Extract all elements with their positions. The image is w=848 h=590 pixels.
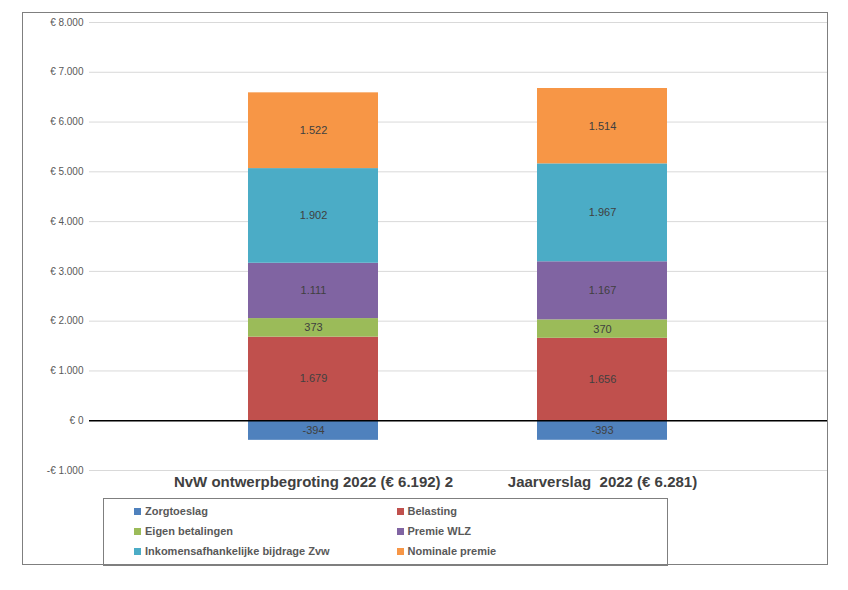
svg-text:1.167: 1.167 [589, 284, 617, 296]
svg-text:1.111: 1.111 [301, 284, 327, 296]
html-text:Inkomensafhankelijke bijdrage: Inkomensafhankelijke bijdrage Zvw [145, 545, 330, 557]
svg-text:-394: -394 [302, 424, 324, 436]
svg-text:-393: -393 [591, 424, 613, 436]
svg-text:1.522: 1.522 [300, 124, 328, 136]
svg-text:373: 373 [304, 321, 322, 333]
html-text:Premie WLZ: Premie WLZ [407, 525, 472, 537]
svg-text:1.656: 1.656 [589, 373, 617, 385]
svg-text:€ 4.000: € 4.000 [50, 216, 84, 227]
svg-text:1.679: 1.679 [300, 372, 328, 384]
html-text:Eigen betalingen: Eigen betalingen [145, 525, 233, 537]
svg-text:€ 0: € 0 [70, 415, 84, 426]
svg-text:-€ 1.000: -€ 1.000 [47, 465, 84, 476]
html-text:Belasting: Belasting [407, 505, 457, 517]
svg-text:€ 6.000: € 6.000 [50, 116, 84, 127]
svg-text:€ 1.000: € 1.000 [50, 365, 84, 376]
svg-text:NvW ontwerpbegroting 2022 (€ 6: NvW ontwerpbegroting 2022 (€ 6.192) 2 [174, 473, 453, 490]
svg-text:370: 370 [593, 323, 611, 335]
html-text:Nominale premie: Nominale premie [407, 545, 497, 557]
svg-text:€ 5.000: € 5.000 [50, 166, 84, 177]
svg-text:€ 3.000: € 3.000 [50, 266, 84, 277]
svg-text:€ 7.000: € 7.000 [50, 66, 84, 77]
svg-text:€ 8.000: € 8.000 [50, 17, 84, 28]
html-text:Zorgtoeslag: Zorgtoeslag [145, 505, 208, 517]
svg-text:1.514: 1.514 [589, 120, 617, 132]
svg-text:Jaarverslag 2022 (€ 6.281): Jaarverslag 2022 (€ 6.281) [508, 473, 697, 490]
svg-text:1.902: 1.902 [300, 209, 328, 221]
svg-text:1.967: 1.967 [589, 206, 617, 218]
svg-text:€ 2.000: € 2.000 [50, 315, 84, 326]
